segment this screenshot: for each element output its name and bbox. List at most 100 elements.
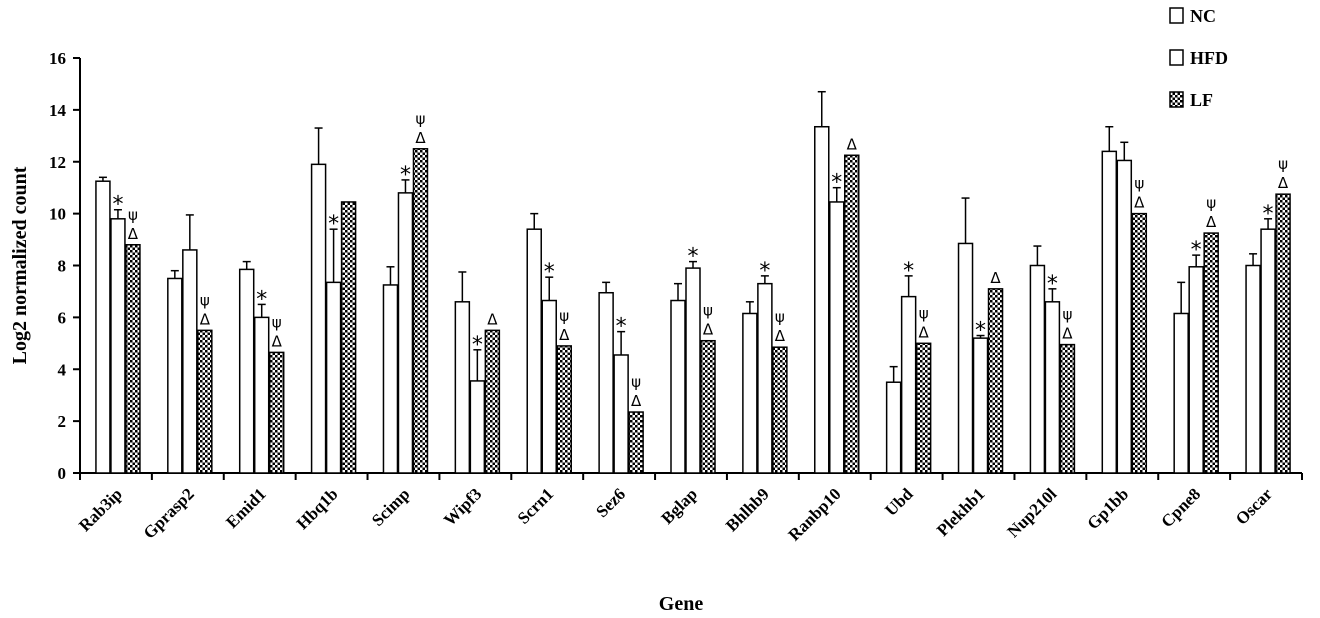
y-tick-label: 8 (58, 257, 67, 276)
bar-nc-oscar (1245, 264, 1261, 474)
bar-nc-rab3ip (95, 180, 111, 474)
y-tick-label: 4 (58, 360, 67, 379)
bar-hfd-emid1 (253, 316, 270, 474)
x-tick-label-oscar: Oscar (1232, 484, 1276, 528)
annotation-asterisk-cpne8: * (1191, 238, 1202, 263)
legend-swatch-lf (1169, 91, 1184, 108)
bar-hfd-scrn1 (541, 299, 557, 474)
annotation-delta-bhlhb9: Δ (775, 327, 786, 345)
x-tick-label-cpne8: Cpne8 (1157, 484, 1204, 531)
annotation-delta-nup210l: Δ (1062, 325, 1073, 343)
bar-lf-rab3ip (125, 244, 141, 474)
annotation-asterisk-hbq1b: * (328, 212, 339, 237)
annotation-delta-oscar: Δ (1278, 174, 1289, 192)
bar-nc-gp1bb (1101, 150, 1118, 474)
bar-nc-ranbp10 (814, 125, 830, 474)
annotation-psi-bglap: ψ (703, 302, 713, 320)
bar-hfd-gprasp2 (182, 249, 198, 474)
annotation-asterisk-wipf3: * (472, 333, 483, 358)
bar-hfd-oscar (1260, 228, 1276, 474)
annotation-delta-emid1: Δ (272, 332, 283, 350)
bar-lf-plekhb1 (987, 288, 1004, 474)
annotation-psi-bhlhb9: ψ (775, 308, 785, 326)
bar-lf-oscar (1275, 193, 1291, 474)
bars (95, 90, 1291, 474)
x-axis-title: Gene (659, 593, 704, 615)
bar-hfd-ranbp10 (829, 201, 845, 474)
x-tick-label-scimp: Scimp (368, 484, 413, 529)
annotation-psi-gp1bb: ψ (1134, 175, 1144, 193)
annotation-delta-rab3ip: Δ (128, 225, 139, 243)
annotation-psi-scimp: ψ (416, 110, 426, 128)
bar-nc-bglap (670, 299, 686, 474)
x-tick-label-bhlhb9: Bhlhb9 (722, 484, 773, 535)
legend-swatch-hfd (1169, 49, 1184, 66)
annotation-delta-ubd: Δ (919, 323, 930, 341)
annotation-delta-scrn1: Δ (559, 326, 570, 344)
annotation-delta-gprasp2: Δ (200, 310, 211, 328)
annotation-asterisk-emid1: * (256, 287, 267, 312)
annotation-delta-gp1bb: Δ (1134, 194, 1145, 212)
bar-lf-emid1 (268, 351, 285, 474)
bar-hfd-cpne8 (1188, 266, 1204, 474)
bar-hfd-plekhb1 (972, 337, 989, 474)
bar-nc-emid1 (238, 268, 255, 474)
bar-lf-ubd (915, 342, 932, 474)
bar-nc-ubd (885, 381, 902, 474)
bar-hfd-scimp (397, 192, 414, 474)
annotation-asterisk-bglap: * (688, 245, 699, 270)
bar-hfd-bhlhb9 (757, 282, 773, 474)
y-tick-label: 6 (58, 308, 67, 327)
legend-swatch-nc (1169, 7, 1184, 24)
annotation-delta-wipf3: Δ (487, 310, 498, 328)
annotation-psi-sez6: ψ (631, 373, 641, 391)
y-tick-label: 16 (49, 49, 66, 68)
bar-hfd-sez6 (613, 354, 629, 474)
y-tick-label: 2 (58, 412, 67, 431)
y-tick-label: 14 (49, 101, 67, 120)
y-tick-label: 10 (49, 205, 66, 224)
legend: NC HFD LF (1169, 6, 1228, 110)
annotation-asterisk-scimp: * (400, 163, 411, 188)
x-tick-label-gp1bb: Gp1bb (1083, 484, 1132, 533)
annotation-psi-gprasp2: ψ (200, 291, 210, 309)
annotation-delta-sez6: Δ (631, 392, 642, 410)
y-tick-label: 0 (58, 464, 67, 483)
annotation-psi-emid1: ψ (272, 313, 282, 331)
bar-nc-bhlhb9 (742, 312, 758, 474)
annotation-delta-bglap: Δ (703, 321, 714, 339)
x-tick-label-ranbp10: Ranbp10 (785, 484, 845, 544)
bar-hfd-nup210l (1044, 301, 1061, 474)
annotation-asterisk-rab3ip: * (112, 193, 123, 218)
annotation-asterisk-nup210l: * (1047, 272, 1058, 297)
bar-hfd-bglap (685, 267, 701, 474)
x-tick-label-rab3ip: Rab3ip (75, 484, 126, 535)
bar-nc-gprasp2 (167, 277, 183, 474)
bar-lf-gp1bb (1131, 212, 1148, 474)
x-tick-label-emid1: Emid1 (222, 484, 270, 532)
annotation-asterisk-plekhb1: * (975, 319, 986, 344)
annotation-asterisk-scrn1: * (544, 260, 555, 285)
annotation-psi-ubd: ψ (919, 304, 929, 322)
bar-lf-nup210l (1059, 343, 1076, 474)
x-tick-label-bglap: Bglap (658, 484, 702, 528)
legend-label-nc: NC (1190, 6, 1216, 26)
annotation-asterisk-ranbp10: * (831, 171, 842, 196)
annotation-psi-rab3ip: ψ (128, 206, 138, 224)
x-tick-label-nup210l: Nup210l (1004, 484, 1061, 541)
annotation-delta-plekhb1: Δ (990, 269, 1001, 287)
bar-lf-cpne8 (1203, 232, 1219, 474)
annotation-asterisk-sez6: * (616, 315, 627, 340)
x-tick-label-gprasp2: Gprasp2 (140, 484, 198, 542)
bar-hfd-ubd (900, 295, 917, 474)
x-tick-label-hbq1b: Hbq1b (293, 484, 342, 533)
annotation-psi-scrn1: ψ (559, 307, 569, 325)
bar-lf-scrn1 (556, 345, 572, 474)
bar-nc-hbq1b (310, 163, 327, 474)
bar-nc-scimp (382, 284, 399, 474)
bar-hfd-wipf3 (469, 380, 486, 474)
bar-nc-sez6 (598, 291, 614, 474)
y-tick-label: 12 (49, 153, 66, 172)
